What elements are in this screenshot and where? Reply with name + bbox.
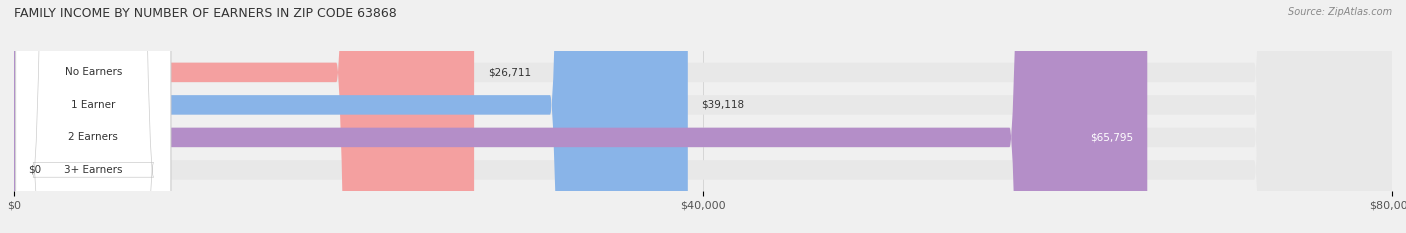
FancyBboxPatch shape [14, 0, 1392, 233]
Text: FAMILY INCOME BY NUMBER OF EARNERS IN ZIP CODE 63868: FAMILY INCOME BY NUMBER OF EARNERS IN ZI… [14, 7, 396, 20]
Text: $26,711: $26,711 [488, 67, 531, 77]
FancyBboxPatch shape [14, 0, 1147, 233]
Text: $39,118: $39,118 [702, 100, 745, 110]
FancyBboxPatch shape [14, 0, 1392, 233]
Text: $65,795: $65,795 [1091, 132, 1133, 142]
FancyBboxPatch shape [14, 0, 1392, 233]
Text: 1 Earner: 1 Earner [72, 100, 115, 110]
FancyBboxPatch shape [15, 0, 170, 233]
Text: No Earners: No Earners [65, 67, 122, 77]
FancyBboxPatch shape [15, 0, 170, 233]
Text: 2 Earners: 2 Earners [69, 132, 118, 142]
Text: $0: $0 [28, 165, 41, 175]
FancyBboxPatch shape [14, 0, 688, 233]
FancyBboxPatch shape [14, 0, 1392, 233]
FancyBboxPatch shape [14, 0, 474, 233]
FancyBboxPatch shape [15, 0, 170, 233]
Text: Source: ZipAtlas.com: Source: ZipAtlas.com [1288, 7, 1392, 17]
Text: 3+ Earners: 3+ Earners [65, 165, 122, 175]
FancyBboxPatch shape [15, 0, 170, 233]
